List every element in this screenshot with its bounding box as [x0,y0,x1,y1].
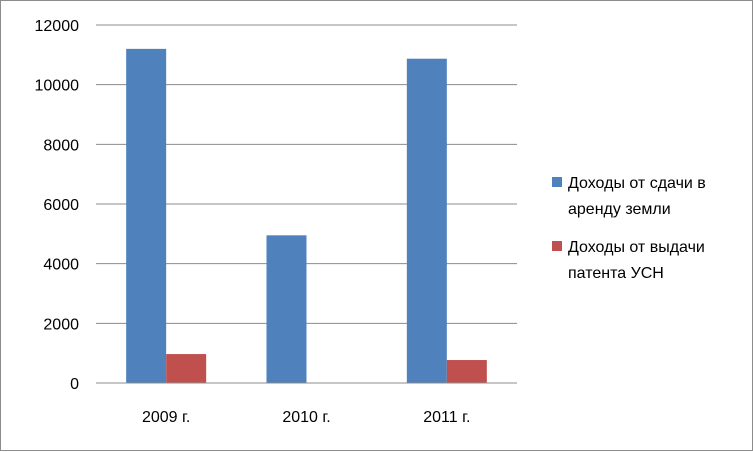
legend-swatch [552,177,562,187]
bar-land-rent-0 [126,48,167,383]
legend-label: патента УСН [568,265,664,282]
x-tick-label: 2009 г. [142,409,190,426]
legend: Доходы от сдачи в аренду земли Доходы от в… [552,175,706,282]
y-tick-label: 12000 [35,18,80,35]
y-tick-label: 2000 [43,316,79,333]
bars [126,48,487,383]
y-tick-label: 8000 [43,137,79,154]
legend-swatch [552,241,562,251]
legend-label: Доходы от выдачи [568,239,705,256]
legend-label: Доходы от сдачи в [568,175,706,192]
y-axis-ticks: 0 2000 4000 6000 8000 10000 12000 [35,18,80,393]
y-tick-label: 0 [70,376,79,393]
bar-land-rent-2 [406,58,447,383]
bar-patent-2 [446,360,487,383]
y-tick-label: 6000 [43,197,79,214]
bar-patent-0 [166,354,207,383]
x-axis-ticks: 2009 г. 2010 г. 2011 г. [142,409,470,426]
bar-land-rent-1 [266,235,307,383]
y-tick-label: 10000 [35,78,80,95]
x-tick-label: 2011 г. [423,409,470,426]
y-tick-label: 4000 [43,257,79,274]
legend-label: аренду земли [568,201,671,218]
x-tick-label: 2010 г. [282,409,330,426]
